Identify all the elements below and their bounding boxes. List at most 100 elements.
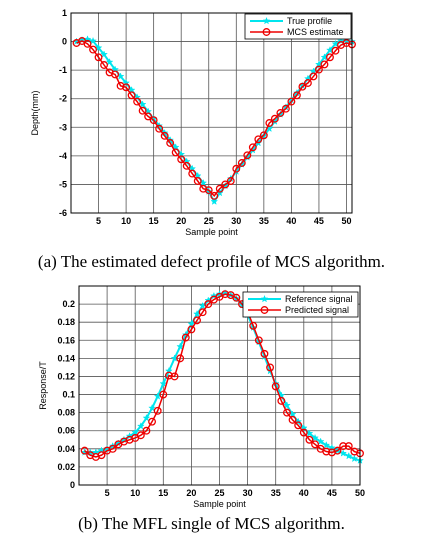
data-point-0-17 xyxy=(176,342,185,350)
legend-label-0: True profile xyxy=(287,16,332,26)
data-point-1-44 xyxy=(314,65,323,74)
y-tick-label-1: 0.02 xyxy=(57,462,75,472)
legend-label-1: MCS estimate xyxy=(287,27,344,37)
data-point-1-9 xyxy=(122,83,131,92)
x-tick-label-5: 30 xyxy=(243,488,253,498)
y-axis-label: Depth(mm) xyxy=(30,90,40,135)
legend-swatch-marker-1 xyxy=(262,28,271,36)
series-1 xyxy=(72,37,356,200)
caption-b: (b) The MFL single of MCS algorithm. xyxy=(78,514,345,533)
data-point-1-5 xyxy=(100,61,109,69)
data-point-0-5 xyxy=(100,50,108,58)
data-point-1-24 xyxy=(204,186,213,195)
x-tick-label-2: 15 xyxy=(158,488,168,498)
data-point-1-12 xyxy=(138,106,147,115)
data-point-1-13 xyxy=(153,406,162,415)
x-tick-label-7: 40 xyxy=(299,488,309,498)
y-tick-label-5: -4 xyxy=(59,151,67,161)
data-point-1-0 xyxy=(80,446,89,455)
data-point-0-11 xyxy=(142,413,151,422)
data-point-1-22 xyxy=(193,177,202,185)
plot-area xyxy=(71,13,352,213)
x-tick-label-4: 25 xyxy=(214,488,224,498)
data-point-0-6 xyxy=(105,58,114,66)
data-point-1-10 xyxy=(136,431,145,440)
data-point-0-4 xyxy=(94,43,103,52)
data-point-1-45 xyxy=(320,60,329,69)
data-point-1-42 xyxy=(303,79,312,87)
data-point-1-25 xyxy=(210,191,219,200)
data-point-1-39 xyxy=(287,97,296,106)
data-point-1-4 xyxy=(94,53,103,62)
data-point-1-40 xyxy=(305,435,314,444)
legend-swatch-marker-0 xyxy=(260,294,269,303)
data-point-1-34 xyxy=(259,131,268,140)
data-point-1-16 xyxy=(170,372,179,381)
data-point-1-28 xyxy=(226,177,235,185)
x-tick-label-0: 5 xyxy=(96,216,101,226)
y-tick-label-3: -2 xyxy=(59,94,67,104)
data-point-1-40 xyxy=(292,91,301,100)
data-point-1-36 xyxy=(270,114,279,123)
data-point-1-10 xyxy=(127,91,136,100)
x-axis-label: Sample point xyxy=(185,227,238,237)
y-tick-label-0: 0 xyxy=(70,480,75,490)
y-tick-label-0: 1 xyxy=(62,8,67,18)
data-point-1-34 xyxy=(271,382,280,391)
data-point-1-39 xyxy=(299,428,308,437)
data-point-1-11 xyxy=(133,97,142,106)
x-tick-label-8: 45 xyxy=(314,216,324,226)
data-point-0-43 xyxy=(322,441,331,449)
data-point-0-36 xyxy=(283,401,291,409)
x-tick-label-0: 5 xyxy=(105,488,110,498)
legend-box xyxy=(244,13,352,40)
y-tick-label-5: 0.1 xyxy=(62,390,75,400)
x-tick-label-9: 50 xyxy=(355,488,365,498)
y-tick-label-3: 0.06 xyxy=(57,426,75,436)
data-point-1-43 xyxy=(322,447,331,456)
legend-label-1: Predicted signal xyxy=(285,305,349,315)
data-point-1-14 xyxy=(159,390,168,399)
data-point-1-17 xyxy=(176,354,185,363)
data-point-1-30 xyxy=(249,321,258,330)
x-tick-label-1: 10 xyxy=(130,488,140,498)
caption-a: (a) The estimated defect profile of MCS … xyxy=(37,252,386,271)
x-tick-label-6: 35 xyxy=(259,216,269,226)
x-tick-label-2: 15 xyxy=(149,216,159,226)
data-point-1-45 xyxy=(333,446,342,455)
data-point-1-46 xyxy=(326,53,334,62)
data-point-1-3 xyxy=(97,451,106,460)
y-tick-label-7: -6 xyxy=(59,208,67,218)
data-point-1-19 xyxy=(187,325,196,334)
data-point-1-36 xyxy=(282,408,291,417)
y-tick-label-8: 0.16 xyxy=(57,335,75,345)
y-tick-label-4: -3 xyxy=(59,122,67,132)
y-tick-label-9: 0.18 xyxy=(57,317,75,327)
data-point-1-26 xyxy=(215,184,224,193)
y-tick-label-6: 0.12 xyxy=(57,371,75,381)
data-point-0-10 xyxy=(136,422,145,430)
x-tick-label-5: 30 xyxy=(231,216,241,226)
data-point-1-38 xyxy=(281,104,290,113)
legend-swatch-marker-0 xyxy=(262,16,271,25)
data-point-1-49 xyxy=(342,39,351,47)
data-point-1-20 xyxy=(182,161,191,170)
data-point-1-18 xyxy=(181,333,190,342)
data-point-1-47 xyxy=(331,46,340,55)
data-point-0-12 xyxy=(148,403,156,412)
data-point-1-7 xyxy=(111,70,120,79)
data-point-1-37 xyxy=(276,109,285,117)
data-point-1-18 xyxy=(171,148,180,157)
data-point-1-35 xyxy=(265,119,274,127)
data-point-1-46 xyxy=(339,442,348,451)
legend-label-0: Reference signal xyxy=(285,294,353,304)
y-tick-label-1: 0 xyxy=(62,37,67,47)
data-point-1-30 xyxy=(237,159,246,167)
x-tick-label-1: 10 xyxy=(121,216,131,226)
data-point-0-48 xyxy=(350,454,359,463)
y-tick-label-7: 0.14 xyxy=(57,353,75,363)
data-point-1-41 xyxy=(298,82,307,91)
y-axis-label: Response/T xyxy=(38,361,48,410)
